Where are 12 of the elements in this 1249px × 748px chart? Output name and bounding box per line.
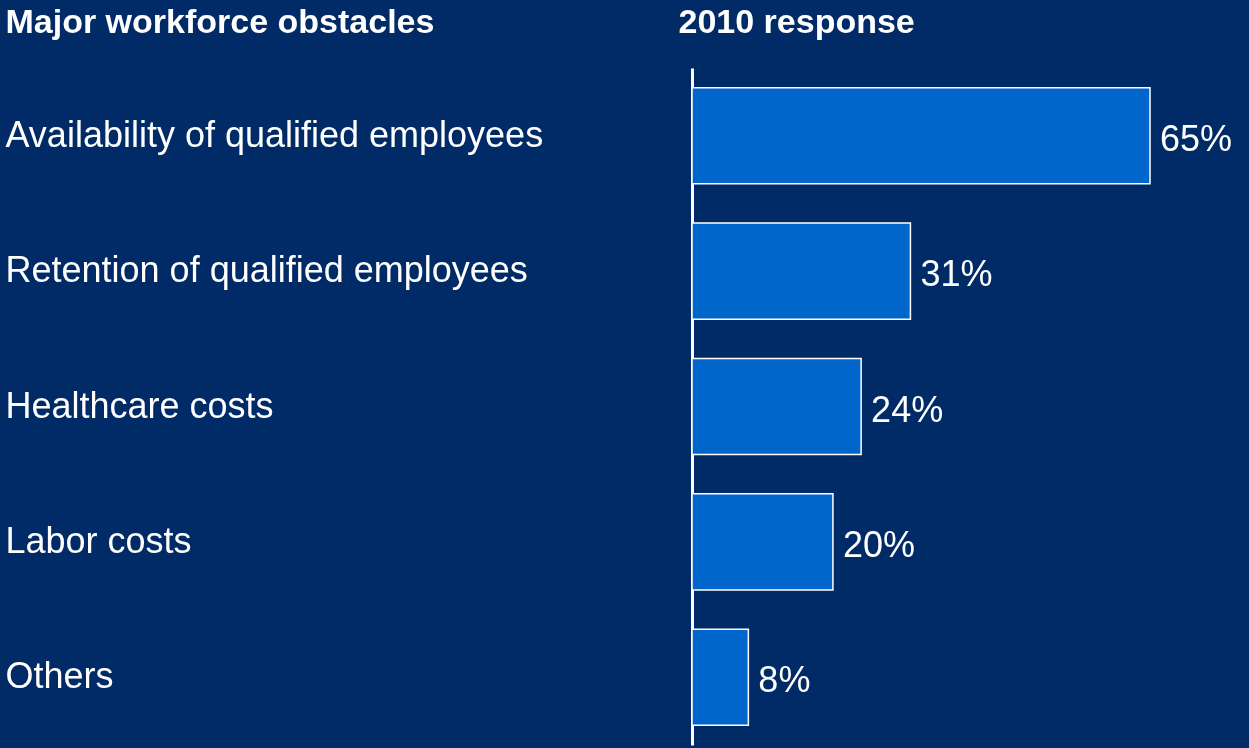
y-tick-label: Retention of qualified employees bbox=[5, 249, 528, 291]
y-tick-label: Labor costs bbox=[5, 519, 192, 561]
y-tick-label: Healthcare costs bbox=[5, 384, 274, 426]
data-label: 20% bbox=[842, 523, 915, 565]
data-label: 31% bbox=[920, 253, 993, 295]
data-label: 8% bbox=[758, 659, 811, 701]
x-axis-title: 2010 response bbox=[678, 1, 915, 40]
y-axis-title: Major workforce obstacles bbox=[5, 1, 435, 40]
data-label: 24% bbox=[871, 388, 944, 430]
y-tick-label: Availability of qualified employees bbox=[5, 113, 544, 155]
data-label: 65% bbox=[1160, 117, 1233, 159]
y-tick-label: Others bbox=[5, 655, 114, 697]
